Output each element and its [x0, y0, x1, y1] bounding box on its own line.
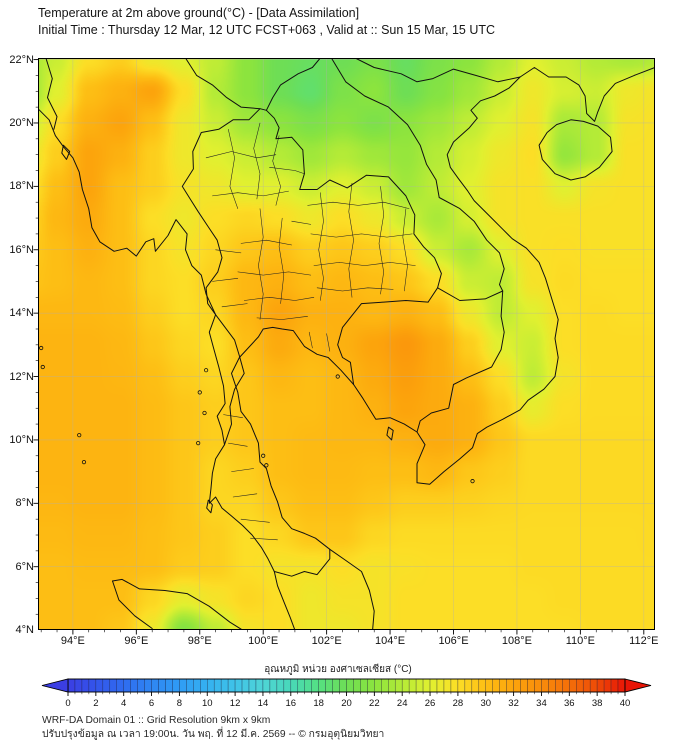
lat-tick-label: 6°N [15, 560, 34, 573]
map-plot-area [38, 58, 655, 630]
lon-tick-label: 96°E [124, 635, 149, 647]
colorbar-tick-label: 16 [286, 698, 297, 709]
lon-tick-label: 108°E [501, 635, 532, 647]
lat-tick-label: 10°N [9, 433, 34, 446]
map-overlay [38, 58, 655, 630]
lon-tick-label: 110°E [565, 635, 595, 647]
colorbar-tick-label: 36 [564, 698, 575, 709]
lat-tick-label: 8°N [15, 497, 34, 510]
temperature-field [38, 58, 655, 630]
colorbar-tick-label: 8 [177, 698, 182, 709]
colorbar-labels: 0 2 4 6 8 10 12 14 16 18 20 22 24 26 28 30 32 34 36 38 40 [65, 698, 630, 709]
colorbar-tick-label: 2 [93, 698, 98, 709]
colorbar-tick-label: 12 [230, 698, 241, 709]
colorbar-tick-label: 20 [341, 698, 352, 709]
colorbar-tick-label: 40 [620, 698, 631, 709]
lat-tick-label: 4°N [15, 624, 34, 637]
lon-axis-ticks [40, 630, 645, 635]
lat-tick-label: 22°N [9, 53, 34, 66]
lon-tick-label: 102°E [311, 635, 342, 647]
map-subtitle: Initial Time : Thursday 12 Mar, 12 UTC F… [38, 23, 496, 37]
lat-tick-label: 16°N [9, 243, 34, 256]
colorbar-tick-label: 10 [202, 698, 213, 709]
colorbar-tick-label: 4 [121, 698, 126, 709]
lat-tick-label: 14°N [9, 307, 34, 320]
colorbar-arrows [41, 678, 652, 693]
colorbar-tick-label: 38 [592, 698, 603, 709]
lon-tick-label: 106°E [438, 635, 469, 647]
model-domain-info: WRF-DA Domain 01 :: Grid Resolution 9km … [42, 715, 271, 726]
colorbar-tick-label: 28 [453, 698, 464, 709]
province-boundaries [205, 122, 416, 541]
colorbar-tick-label: 30 [480, 698, 491, 709]
colorbar-ticks [67, 692, 626, 696]
colorbar-title: อุณหภูมิ หน่วย องศาเซลเซียส (°C) [264, 664, 412, 675]
colorbar-tick-label: 24 [397, 698, 408, 709]
colorbar-tick-label: 18 [313, 698, 324, 709]
gridlines [38, 58, 655, 630]
colorbar-tick-label: 34 [536, 698, 547, 709]
lat-tick-label: 12°N [9, 370, 34, 383]
colorbar: 0 2 4 6 8 10 12 14 16 18 20 22 24 26 28 30 32 34 36 38 40 [41, 678, 652, 709]
colorbar-tick-label: 26 [425, 698, 436, 709]
map-title: Temperature at 2m above ground(°C) - [Da… [38, 6, 360, 20]
country-borders [45, 58, 521, 577]
lon-tick-label: 104°E [375, 635, 406, 647]
lat-tick-label: 20°N [9, 116, 34, 129]
title-block: Temperature at 2m above ground(°C) - [Da… [38, 5, 495, 39]
islands [39, 345, 475, 484]
lon-tick-label: 112°E [629, 635, 659, 647]
lon-tick-label: 94°E [60, 635, 85, 647]
colorbar-tick-label: 6 [149, 698, 154, 709]
colorbar-tick-label: 14 [258, 698, 269, 709]
coastlines [38, 67, 655, 630]
lat-tick-label: 18°N [9, 180, 34, 193]
colorbar-cells [67, 678, 626, 693]
footer-block: WRF-DA Domain 01 :: Grid Resolution 9km … [42, 714, 384, 741]
colorbar-tick-label: 32 [508, 698, 519, 709]
colorbar-tick-label: 0 [65, 698, 70, 709]
update-credit-info: ปรับปรุงข้อมูล ณ เวลา 19:00น. วัน พฤ. ที… [42, 728, 385, 740]
map-frame [38, 58, 655, 630]
lon-tick-label: 98°E [187, 635, 212, 647]
lon-tick-label: 100°E [248, 635, 279, 647]
colorbar-tick-label: 22 [369, 698, 380, 709]
